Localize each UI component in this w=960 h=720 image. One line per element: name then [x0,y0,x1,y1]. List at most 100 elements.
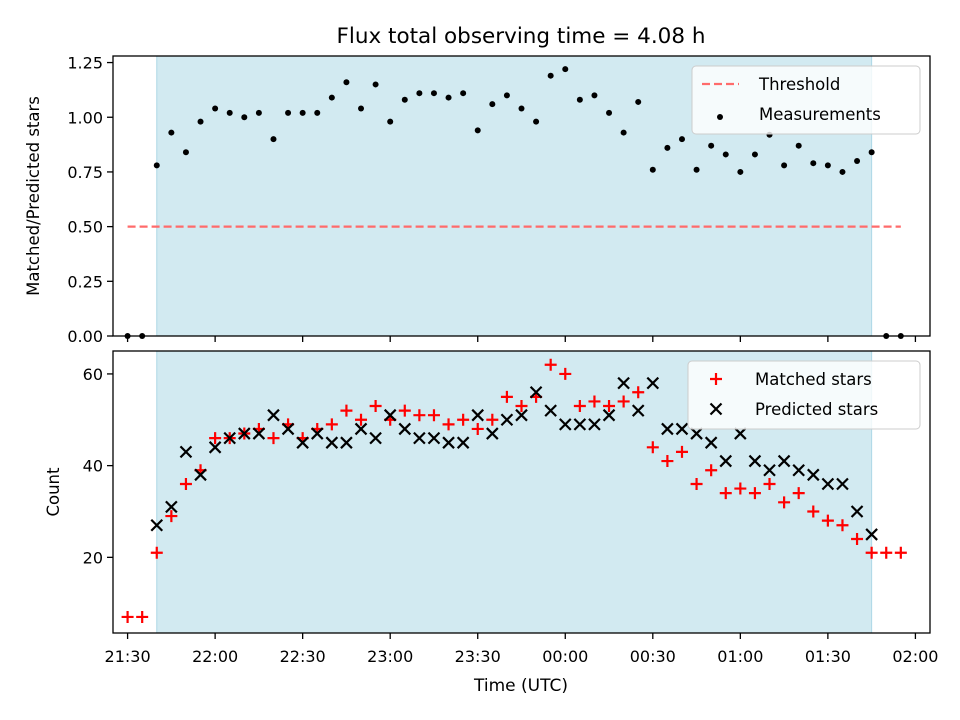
predicted-stars-point [427,431,441,445]
predicted-stars-point [807,468,820,482]
predicted-stars-point [500,413,514,427]
matched-stars-point [705,464,718,477]
measurement-point [430,90,437,97]
legend: Matched stars Predicted stars [687,360,921,430]
predicted-stars-point [150,518,164,532]
predicted-stars-point [792,463,805,477]
matched-stars-point [267,432,280,445]
measurement-point [474,127,481,134]
measurement-point [153,162,160,169]
matched-stars-point [515,400,528,413]
matched-stars-point [778,496,791,509]
predicted-stars-point [734,427,747,440]
figure-title: Flux total observing time = 4.08 h [337,24,706,49]
matched-stars-point [865,546,878,559]
x-tick-label: 22:00 [192,647,238,666]
predicted-stars-point [383,408,397,422]
predicted-stars-point [413,431,426,445]
measurement-point [489,101,496,108]
measurement-point [854,158,861,164]
top-panel: 0.00 0.25 0.50 0.75 1.00 1.25 Matched/Predicte… [24,54,931,346]
y-tick-label: 0.50 [67,218,103,237]
matched-stars-point [442,418,455,431]
measurement-point [795,142,802,149]
matched-stars-point [369,400,382,413]
predicted-stars-point [223,431,236,445]
measurement-point [824,162,831,169]
measurement-point [635,98,642,105]
predicted-stars-point [544,404,557,417]
matched-stars-point [821,514,834,527]
matched-stars-point [150,546,163,559]
measurement-point [314,109,321,116]
matched-stars-point [136,610,149,623]
predicted-stars-point [442,436,455,449]
matched-stars-point [690,477,703,490]
matched-stars-point [457,413,470,426]
y-tick-label: 60 [83,365,103,384]
legend-label: Matched stars [755,370,872,389]
measurement-point [226,109,233,116]
predicted-stars-point [675,422,689,436]
axes-frame [112,55,931,337]
matched-stars-point [398,404,411,417]
matched-stars-point [121,610,134,623]
predicted-stars-point [865,528,878,541]
y-tick-label: 20 [83,548,103,567]
measurement-point [751,151,758,158]
measurement-point [576,96,583,103]
measurement-point [781,162,788,169]
matched-stars-point [588,395,601,408]
measurement-point [693,166,700,173]
measurement-point [285,109,292,116]
matched-stars-point [632,386,645,399]
matched-stars-point [209,432,222,445]
measurement-point [868,149,875,156]
legend-measurement-dot [717,114,723,120]
y-tick-label: 1.00 [67,108,103,127]
matched-stars-point [559,367,572,380]
measurement-point [387,118,394,125]
predicted-stars-point [719,454,733,468]
measurement-point [168,129,175,136]
predicted-stars-point [748,454,762,468]
predicted-stars-point [850,505,864,518]
measurement-point [664,144,671,151]
predicted-stars-point [661,422,674,436]
matched-stars-point [792,487,805,500]
matched-stars-point [603,400,616,413]
measurement-point [518,105,525,112]
predicted-stars-point [238,427,251,440]
measurement-point [678,136,685,143]
predicted-stars-point [515,408,528,422]
predicted-stars-point [165,500,178,514]
matched-stars-point [325,418,338,431]
matched-stars-point [748,487,761,500]
measurement-point [810,160,817,167]
predicted-stars-point [529,385,543,399]
predicted-stars-point [821,477,835,491]
measurement-point [401,96,408,103]
matched-stars-point [165,510,178,523]
measurement-point [620,129,627,136]
legend: Threshold Measurements [691,65,921,135]
matched-stars-point [427,409,440,422]
x-tick-label: 23:30 [455,647,501,666]
predicted-stars-point [588,418,601,431]
measurement-point [270,136,277,143]
series-measurements [124,66,904,339]
matched-stars-point [880,546,893,559]
measurement-point [358,105,365,112]
measurement-point [503,92,510,99]
predicted-stars-point [690,427,703,440]
predicted-stars-point [573,418,587,431]
predicted-stars-point [398,422,412,436]
predicted-stars-point [179,445,193,459]
y-tick-label: 0.25 [67,272,103,291]
matched-stars-point [675,445,688,458]
matched-stars-point [471,422,484,435]
y-axis-label: Matched/Predicted stars [24,96,43,296]
matched-stars-point [807,505,820,518]
predicted-stars-point [194,468,207,482]
